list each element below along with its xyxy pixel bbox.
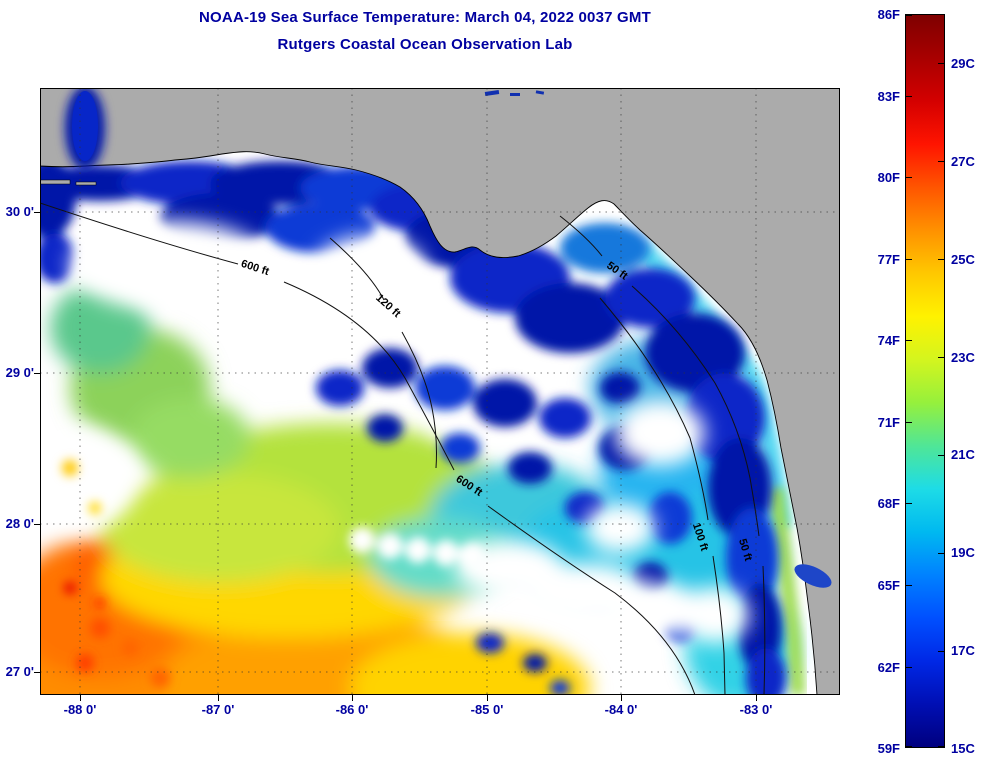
x-tick-88: -88 0': [63, 702, 97, 717]
cb-tick-f: [906, 177, 912, 178]
cb-label-19c: 19C: [951, 545, 975, 560]
x-tick-86: -86 0': [335, 702, 369, 717]
x-axis-tick: [621, 695, 622, 701]
y-axis-tick: [34, 212, 40, 213]
inland-lakes: [484, 90, 545, 96]
cb-tick-f: [906, 746, 912, 747]
barrier-islands: [40, 179, 97, 186]
cb-label-29c: 29C: [951, 56, 975, 71]
cb-tick-c: [938, 161, 944, 162]
x-axis-tick: [487, 695, 488, 701]
cb-label-86f: 86F: [877, 7, 900, 22]
x-tick-87: -87 0': [201, 702, 235, 717]
cb-tick-c: [938, 651, 944, 652]
cb-label-62f: 62F: [877, 660, 900, 675]
tampa-bay: [794, 564, 832, 588]
y-tick-30: 30 0': [5, 204, 34, 219]
page-title: NOAA-19 Sea Surface Temperature: March 0…: [199, 9, 651, 26]
page-subtitle: Rutgers Coastal Ocean Observation Lab: [277, 36, 573, 53]
cb-label-68f: 68F: [877, 496, 900, 511]
cb-label-65f: 65F: [877, 578, 900, 593]
cb-label-23c: 23C: [951, 350, 975, 365]
cb-label-77f: 77F: [877, 252, 900, 267]
cb-tick-f: [906, 667, 912, 668]
cb-tick-c: [938, 455, 944, 456]
cb-label-74f: 74F: [877, 333, 900, 348]
shallow-green-strip: [768, 487, 806, 695]
cloud-scallops: [349, 527, 485, 569]
cb-tick-f: [906, 15, 912, 16]
cb-label-27c: 27C: [951, 154, 975, 169]
bathymetry-contours: [40, 202, 766, 695]
y-axis-tick: [34, 524, 40, 525]
cb-label-17c: 17C: [951, 643, 975, 658]
cb-tick-c: [938, 746, 944, 747]
axes-frame: [40, 88, 840, 695]
cb-tick-f: [906, 259, 912, 260]
land-mass: [40, 88, 840, 695]
cb-tick-f: [906, 503, 912, 504]
x-axis-tick: [218, 695, 219, 701]
mobile-bay: [65, 88, 105, 170]
x-tick-85: -85 0': [470, 702, 504, 717]
cb-label-80f: 80F: [877, 170, 900, 185]
cb-label-15c: 15C: [951, 741, 975, 756]
cb-tick-c: [938, 259, 944, 260]
y-tick-27: 27 0': [5, 664, 34, 679]
cb-tick-c: [938, 357, 944, 358]
cb-tick-f: [906, 585, 912, 586]
x-axis-tick: [756, 695, 757, 701]
x-tick-84: -84 0': [604, 702, 638, 717]
x-axis-tick: [80, 695, 81, 701]
cb-label-71f: 71F: [877, 415, 900, 430]
y-axis-tick: [34, 373, 40, 374]
x-axis-tick: [352, 695, 353, 701]
y-axis-tick: [34, 672, 40, 673]
temperature-colorbar: [905, 14, 945, 748]
y-tick-29: 29 0': [5, 365, 34, 380]
y-tick-28: 28 0': [5, 516, 34, 531]
cb-label-25c: 25C: [951, 252, 975, 267]
cb-tick-f: [906, 422, 912, 423]
colorbar-gradient: [906, 15, 944, 747]
x-tick-83: -83 0': [739, 702, 773, 717]
cb-tick-c: [938, 553, 944, 554]
cb-label-59f: 59F: [877, 741, 900, 756]
cb-label-83f: 83F: [877, 89, 900, 104]
sst-map: 600 ft 120 ft 50 ft 600 ft 100 ft 50 ft: [40, 88, 840, 695]
cb-label-21c: 21C: [951, 447, 975, 462]
sst-map-canvas: [40, 88, 840, 695]
cb-tick-f: [906, 96, 912, 97]
cb-tick-f: [906, 340, 912, 341]
cb-tick-c: [938, 63, 944, 64]
